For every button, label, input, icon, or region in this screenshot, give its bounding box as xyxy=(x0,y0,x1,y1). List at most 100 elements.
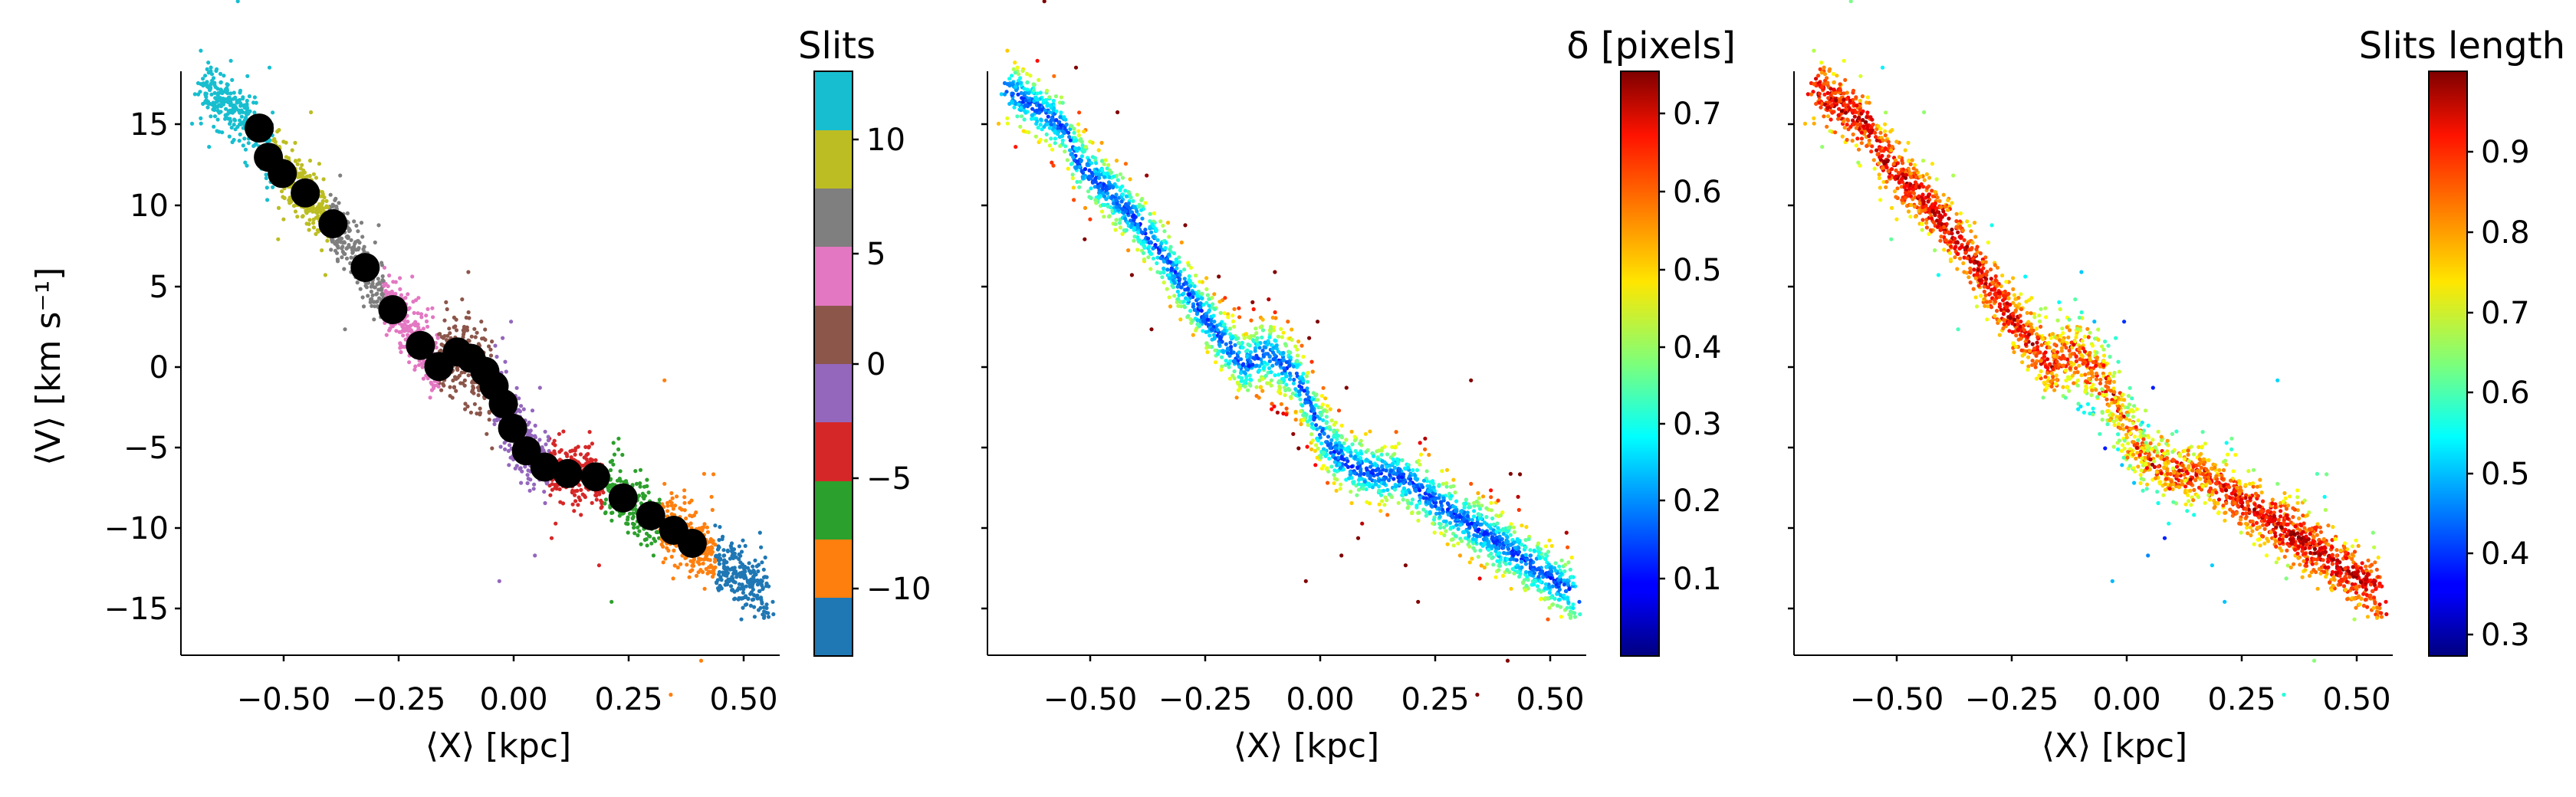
scatter-point xyxy=(1028,74,1033,78)
scatter-point xyxy=(1548,566,1552,570)
scatter-point xyxy=(1136,230,1141,235)
scatter-point xyxy=(610,518,614,523)
scatter-point xyxy=(1505,568,1510,572)
scatter-point xyxy=(1102,162,1106,166)
scatter-point xyxy=(1015,114,1020,119)
scatter-point xyxy=(1275,410,1280,415)
scatter-point xyxy=(763,555,767,560)
scatter-point xyxy=(360,295,365,300)
scatter-point xyxy=(1470,536,1475,542)
scatter-point xyxy=(503,359,508,364)
scatter-point xyxy=(201,77,205,81)
scatter-point xyxy=(370,297,374,301)
scatter-point xyxy=(1324,415,1329,419)
scatter-point xyxy=(1319,394,1324,398)
scatter-point xyxy=(1313,463,1318,467)
scatter-point xyxy=(343,327,347,332)
scatter-point xyxy=(1042,0,1046,4)
scatter-point xyxy=(1301,418,1306,423)
scatter-point xyxy=(688,513,692,518)
scatter-point xyxy=(1505,658,1510,663)
scatter-point xyxy=(1571,581,1576,586)
scatter-point xyxy=(1478,548,1483,553)
scatter-point xyxy=(1252,333,1257,338)
scatter-point xyxy=(712,559,718,564)
scatter-point xyxy=(1472,509,1477,513)
scatter-point xyxy=(1497,563,1503,569)
scatter-point xyxy=(243,116,248,120)
scatter-point xyxy=(209,65,213,70)
scatter-point xyxy=(362,244,366,249)
scatter-point xyxy=(752,615,757,619)
scatter-point xyxy=(716,588,721,592)
scatter-point xyxy=(1380,465,1385,470)
scatter-point xyxy=(717,545,721,549)
scatter-point xyxy=(1187,277,1191,283)
scatter-point xyxy=(759,545,764,549)
scatter-point xyxy=(1235,354,1240,359)
scatter-point xyxy=(1139,230,1144,235)
scatter-point xyxy=(1364,466,1369,471)
scatter-point xyxy=(1349,500,1354,506)
scatter-point xyxy=(1359,438,1363,443)
scatter-point xyxy=(329,248,334,252)
scatter-point xyxy=(1235,380,1240,385)
scatter-point xyxy=(1187,274,1191,279)
scatter-point xyxy=(1562,582,1566,587)
scatter-point xyxy=(1113,221,1118,226)
scatter-point xyxy=(682,508,687,513)
scatter-point xyxy=(1194,273,1198,278)
scatter-point xyxy=(1027,130,1031,135)
scatter-point xyxy=(1222,311,1227,316)
scatter-point xyxy=(1326,435,1331,439)
scatter-point xyxy=(1079,158,1083,162)
scatter-point xyxy=(1165,221,1171,225)
scatter-point xyxy=(1532,582,1536,587)
scatter-point xyxy=(222,74,226,78)
scatter-point xyxy=(508,455,513,460)
scatter-point xyxy=(1364,458,1369,462)
scatter-point xyxy=(1339,435,1344,440)
scatter-point xyxy=(1204,341,1209,346)
scatter-point xyxy=(307,221,311,226)
scatter-point xyxy=(732,597,737,602)
scatter-point xyxy=(245,98,249,103)
scatter-point xyxy=(235,98,239,103)
scatter-point xyxy=(1059,110,1063,115)
scatter-point xyxy=(295,162,300,166)
scatter-point xyxy=(548,493,553,497)
scatter-point xyxy=(699,526,704,530)
scatter-point xyxy=(739,549,744,554)
scatter-point xyxy=(314,175,319,180)
scatter-point xyxy=(730,588,735,592)
y-tick-label: −5 xyxy=(123,431,169,466)
x-tick-label: 0.00 xyxy=(479,682,547,717)
scatter-point xyxy=(1223,296,1227,300)
scatter-point xyxy=(616,436,621,441)
scatter-point xyxy=(1231,350,1236,355)
colorbar-slits-seg xyxy=(814,364,853,422)
scatter-point xyxy=(1122,228,1126,232)
slit-center-marker xyxy=(245,113,274,143)
scatter-point xyxy=(1306,423,1310,428)
scatter-point xyxy=(349,238,353,242)
scatter-point xyxy=(416,322,420,326)
scatter-point xyxy=(743,543,748,549)
scatter-point xyxy=(1053,136,1057,141)
scatter-point xyxy=(611,441,616,445)
scatter-point xyxy=(1444,467,1450,472)
scatter-point xyxy=(1451,504,1456,509)
colorbar-slits-seg xyxy=(814,71,853,130)
scatter-point xyxy=(276,205,281,210)
scatter-point xyxy=(1059,95,1063,100)
scatter-point xyxy=(468,410,474,415)
scatter-point xyxy=(271,110,275,115)
scatter-point xyxy=(761,567,766,572)
scatter-point xyxy=(1339,444,1344,448)
scatter-point xyxy=(734,569,738,574)
scatter-point xyxy=(1300,403,1305,408)
scatter-point xyxy=(741,538,745,543)
scatter-point xyxy=(1310,438,1315,443)
scatter-point xyxy=(372,317,376,322)
scatter-point xyxy=(1509,586,1513,591)
